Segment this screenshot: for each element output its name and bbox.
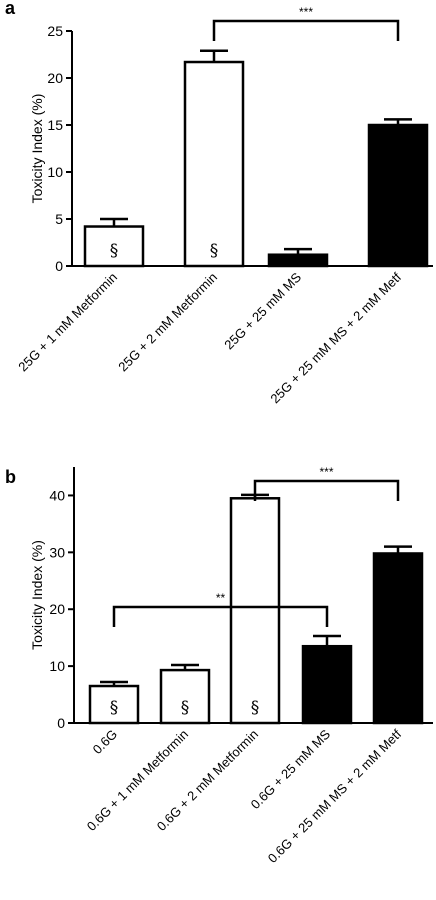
y-tick-label: 20 (47, 70, 63, 86)
y-tick-label: 0 (57, 715, 65, 731)
bar (183, 60, 245, 268)
y-tick-label: 30 (49, 544, 65, 560)
y-tick-label: 40 (49, 487, 65, 503)
panel-a-chart: a 0 5 10 15 20 25 Toxicity Index (%) § 25G + 1 mM… (5, 0, 433, 406)
significance-mark: § (110, 698, 119, 718)
category-label: 25G + 2 mM Metformin (115, 270, 220, 375)
y-tick-label: 25 (47, 23, 63, 39)
y-tick-label: 10 (47, 164, 63, 180)
panel-label: b (5, 467, 16, 487)
significance-mark: § (210, 241, 219, 261)
y-tick-label: 5 (55, 211, 63, 227)
bar (301, 644, 353, 725)
bar (159, 668, 211, 725)
significance-bracket (212, 19, 400, 41)
category-label: 25G + 25 mM MS (221, 269, 304, 352)
y-tick-label: 20 (49, 601, 65, 617)
significance-label: ** (216, 591, 226, 605)
bar (229, 497, 281, 725)
significance-label: *** (319, 465, 333, 479)
bar (267, 253, 329, 268)
bar (367, 123, 429, 268)
bar (88, 684, 140, 725)
bar (83, 225, 145, 268)
category-label: 25G + 1 mM Metformin (15, 270, 120, 375)
significance-mark: § (181, 698, 190, 718)
y-tick-label: 0 (55, 258, 63, 274)
y-axis-title: Toxicity Index (%) (29, 94, 45, 204)
y-tick-label: 15 (47, 117, 63, 133)
significance-bracket (253, 479, 400, 501)
significance-mark: § (110, 241, 119, 261)
y-axis-title: Toxicity Index (%) (29, 540, 45, 650)
category-label: 0.6G + 25 mM MS + 2 mM Metf (265, 726, 405, 866)
category-label: 0.6G (90, 727, 121, 758)
significance-label: *** (299, 5, 313, 19)
significance-bracket (112, 605, 329, 627)
y-tick-label: 10 (49, 658, 65, 674)
panel-label: a (5, 0, 16, 18)
bar (372, 552, 424, 725)
significance-mark: § (251, 698, 260, 718)
